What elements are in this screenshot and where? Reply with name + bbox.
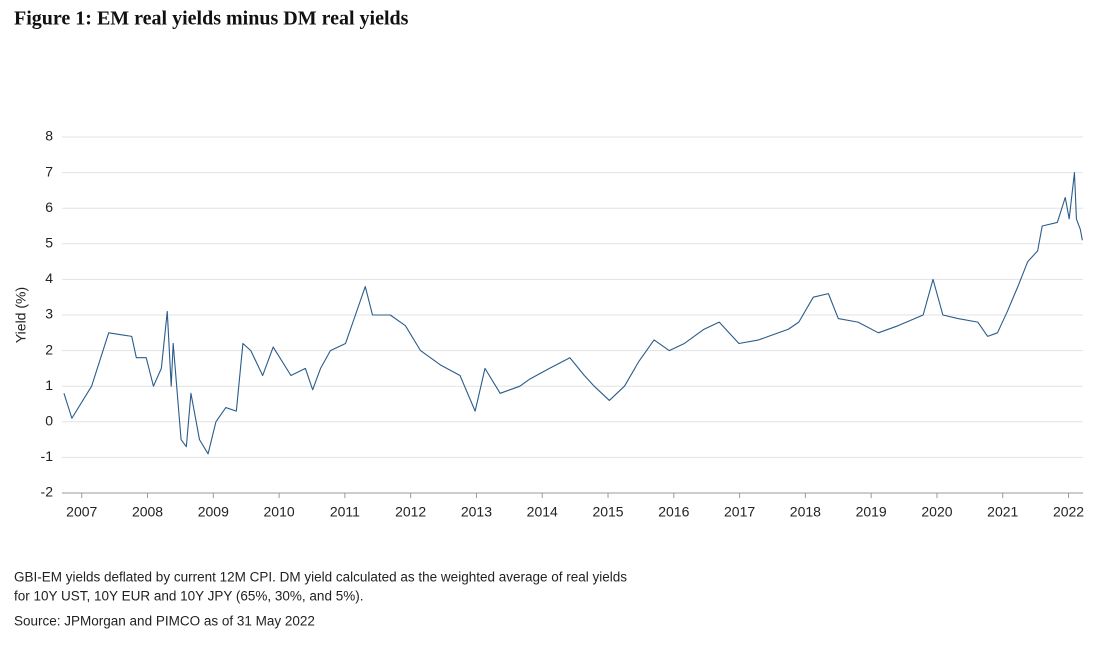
- x-tick-label: 2009: [198, 504, 229, 520]
- note: GBI-EM yields deflated by current 12M CP…: [14, 570, 627, 585]
- x-tick-label: 2019: [856, 504, 887, 520]
- x-tick-label: 2013: [461, 504, 492, 520]
- x-tick-label: 2015: [592, 504, 623, 520]
- x-tick-label: 2011: [330, 504, 360, 520]
- note: for 10Y UST, 10Y EUR and 10Y JPY (65%, 3…: [14, 589, 363, 604]
- y-tick-label: 6: [45, 199, 53, 215]
- x-tick-label: 2008: [132, 504, 163, 520]
- y-tick-label: 4: [45, 270, 53, 286]
- y-tick-label: 0: [45, 413, 53, 429]
- y-tick-label: 1: [45, 377, 53, 393]
- x-tick-label: 2020: [921, 504, 952, 520]
- chart-title: Figure 1: EM real yields minus DM real y…: [14, 8, 409, 30]
- x-tick-label: 2007: [66, 504, 97, 520]
- y-axis-label: Yield (%): [13, 287, 29, 343]
- x-tick-label: 2017: [724, 504, 755, 520]
- x-tick-label: 2022: [1053, 504, 1084, 520]
- y-tick-label: 3: [45, 306, 53, 322]
- y-tick-label: 5: [45, 235, 53, 251]
- y-tick-label: 2: [45, 341, 53, 357]
- x-tick-label: 2018: [790, 504, 821, 520]
- x-tick-label: 2021: [987, 504, 1018, 520]
- source: Source: JPMorgan and PIMCO as of 31 May …: [14, 614, 315, 629]
- x-tick-label: 2010: [264, 504, 295, 520]
- y-tick-label: 7: [45, 163, 53, 179]
- x-tick-label: 2014: [527, 504, 558, 520]
- data-line: [63, 172, 1083, 455]
- y-tick-label: 8: [45, 128, 53, 144]
- y-tick-label: -1: [41, 448, 54, 464]
- x-tick-label: 2012: [395, 504, 426, 520]
- y-tick-label: -2: [41, 484, 54, 500]
- x-tick-label: 2016: [658, 504, 689, 520]
